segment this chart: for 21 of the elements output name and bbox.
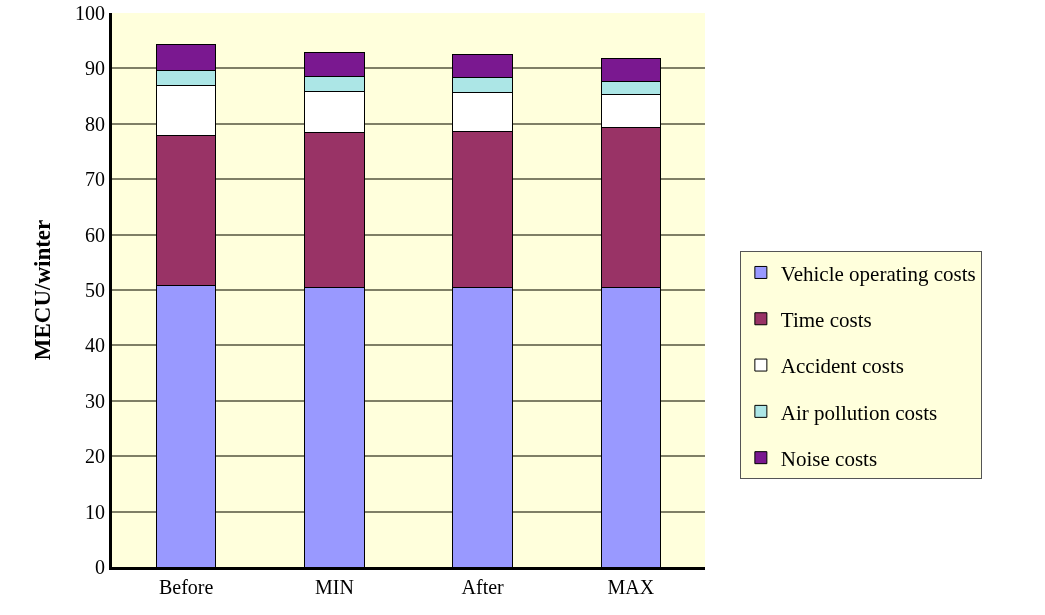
y-tick-label: 70 xyxy=(85,168,105,191)
x-tick-label: After xyxy=(461,576,505,598)
x-tick-label: MIN xyxy=(314,576,354,598)
y-tick-label: 60 xyxy=(85,223,105,246)
legend-label: Noise costs xyxy=(780,446,878,471)
y-tick-label: 0 xyxy=(95,556,105,578)
y-axis-title: MECU/winter xyxy=(30,219,56,361)
legend-label: Time costs xyxy=(780,307,872,332)
y-tick-label: 90 xyxy=(85,57,105,80)
y-tick-label: 30 xyxy=(85,389,105,412)
y-tick-label: 80 xyxy=(85,112,105,135)
y-tick-label: 50 xyxy=(85,279,105,301)
y-tick-label: 10 xyxy=(85,500,105,523)
legend-label: Accident costs xyxy=(780,354,904,379)
x-tick-label: Before xyxy=(158,576,214,598)
legend-label: Air pollution costs xyxy=(780,400,938,425)
y-tick-label: 20 xyxy=(85,445,105,468)
legend-label: Vehicle operating costs xyxy=(780,261,976,286)
y-tick-label: 100 xyxy=(75,2,105,24)
x-tick-label: MAX xyxy=(607,576,655,598)
y-tick-label: 40 xyxy=(85,334,105,357)
